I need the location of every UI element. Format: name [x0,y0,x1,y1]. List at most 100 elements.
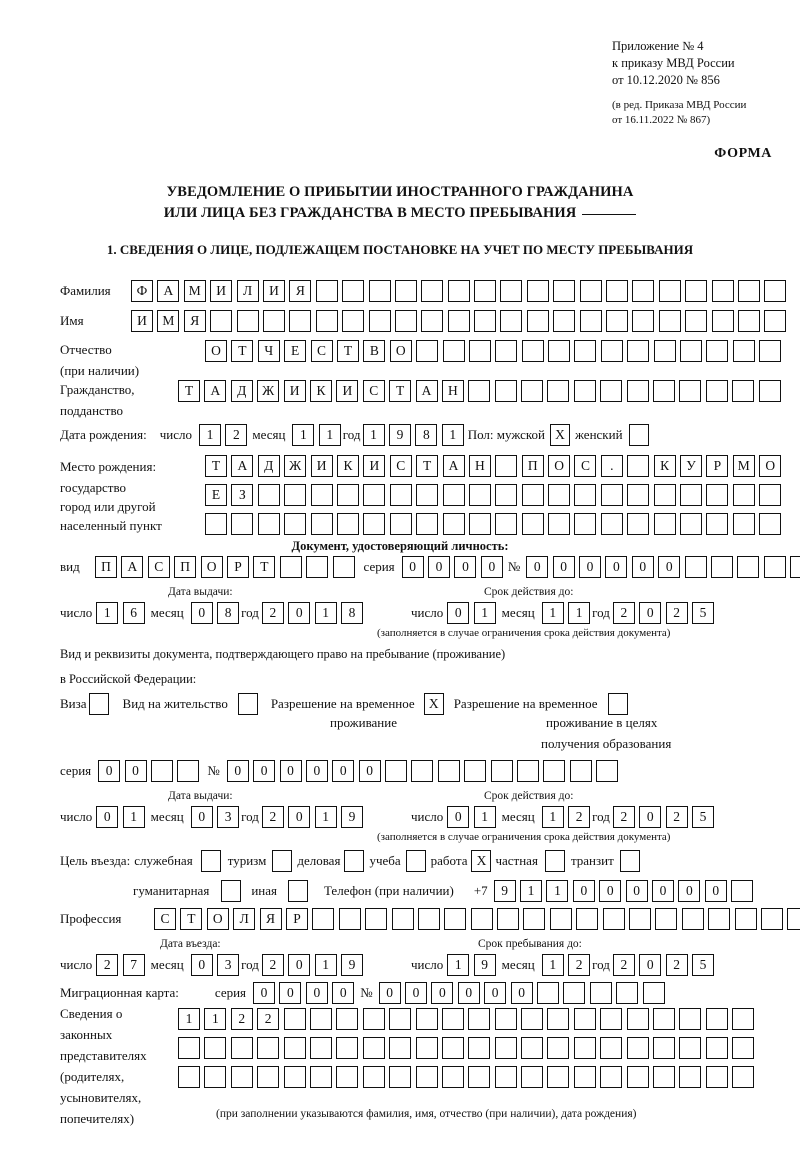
char-box[interactable] [204,1037,227,1059]
char-box[interactable]: Н [468,455,491,477]
char-box[interactable] [627,340,650,362]
char-box[interactable]: 1 [204,1008,227,1030]
char-box[interactable] [711,280,734,302]
char-box[interactable]: Д [257,455,280,477]
char-box[interactable]: Т [178,380,200,402]
char-box[interactable] [405,850,426,872]
char-box[interactable] [312,908,335,930]
char-box[interactable] [521,484,544,506]
char-box[interactable] [732,513,755,535]
char-box[interactable]: 5 [692,954,714,976]
char-box[interactable]: О [548,455,571,477]
char-box[interactable] [416,484,439,506]
char-box[interactable] [389,513,412,535]
char-box[interactable] [442,513,465,535]
representatives-boxes-3[interactable] [178,1066,755,1088]
char-box[interactable] [679,1037,702,1059]
char-box[interactable]: 1 [314,806,337,828]
char-box[interactable]: 0 [639,602,662,624]
char-box[interactable]: 1 [441,424,464,446]
char-box[interactable] [600,1066,623,1088]
char-box[interactable]: 9 [388,424,411,446]
char-box[interactable] [391,908,414,930]
char-box[interactable]: 0 [253,760,276,782]
char-box[interactable] [497,908,520,930]
char-box[interactable] [600,484,623,506]
char-box[interactable] [653,340,676,362]
char-box[interactable] [706,513,729,535]
char-box[interactable] [705,1008,728,1030]
char-box[interactable] [362,1037,385,1059]
char-box[interactable] [177,760,200,782]
char-box[interactable] [88,693,109,715]
char-box[interactable]: А [231,455,254,477]
char-box[interactable] [415,1008,438,1030]
purpose-study-checkbox[interactable] [405,850,426,872]
char-box[interactable] [468,340,491,362]
char-box[interactable] [758,380,781,402]
char-box[interactable] [521,513,544,535]
char-box[interactable] [365,908,388,930]
char-box[interactable] [764,310,787,332]
char-box[interactable]: 0 [288,954,311,976]
char-box[interactable] [178,1037,200,1059]
char-box[interactable]: Т [389,380,412,402]
char-box[interactable]: Т [205,455,227,477]
char-box[interactable]: 1 [541,806,564,828]
char-box[interactable] [283,1008,306,1030]
char-box[interactable] [236,310,259,332]
char-box[interactable] [711,310,734,332]
char-box[interactable] [600,1008,623,1030]
char-box[interactable] [494,1066,517,1088]
char-box[interactable]: 0 [332,760,355,782]
char-box[interactable]: М [183,280,206,302]
char-box[interactable] [284,513,307,535]
char-box[interactable]: 0 [605,556,628,578]
char-box[interactable]: 0 [358,760,381,782]
char-box[interactable] [731,880,754,902]
purpose-private-checkbox[interactable] [544,850,565,872]
char-box[interactable] [685,310,708,332]
char-box[interactable]: 0 [288,602,311,624]
char-box[interactable] [284,484,307,506]
char-box[interactable]: О [206,908,229,930]
char-box[interactable] [544,850,565,872]
char-box[interactable] [441,1037,464,1059]
char-box[interactable]: 1 [178,1008,200,1030]
char-box[interactable]: 0 [190,602,213,624]
char-box[interactable]: А [121,556,144,578]
char-box[interactable]: 0 [378,982,401,1004]
char-box[interactable] [548,513,571,535]
char-box[interactable] [627,455,650,477]
char-box[interactable]: 1 [122,806,145,828]
char-box[interactable] [394,310,417,332]
char-box[interactable] [336,513,359,535]
char-box[interactable]: С [310,340,333,362]
char-box[interactable]: 0 [572,880,595,902]
char-box[interactable]: Я [183,310,206,332]
char-box[interactable] [627,484,650,506]
char-box[interactable] [737,556,760,578]
char-box[interactable]: 0 [96,806,119,828]
char-box[interactable] [336,484,359,506]
char-box[interactable] [150,760,173,782]
char-box[interactable] [680,340,703,362]
char-box[interactable] [705,380,728,402]
char-box[interactable]: 2 [665,806,688,828]
char-box[interactable] [576,908,599,930]
char-box[interactable] [441,1066,464,1088]
char-box[interactable]: 0 [253,982,276,1004]
